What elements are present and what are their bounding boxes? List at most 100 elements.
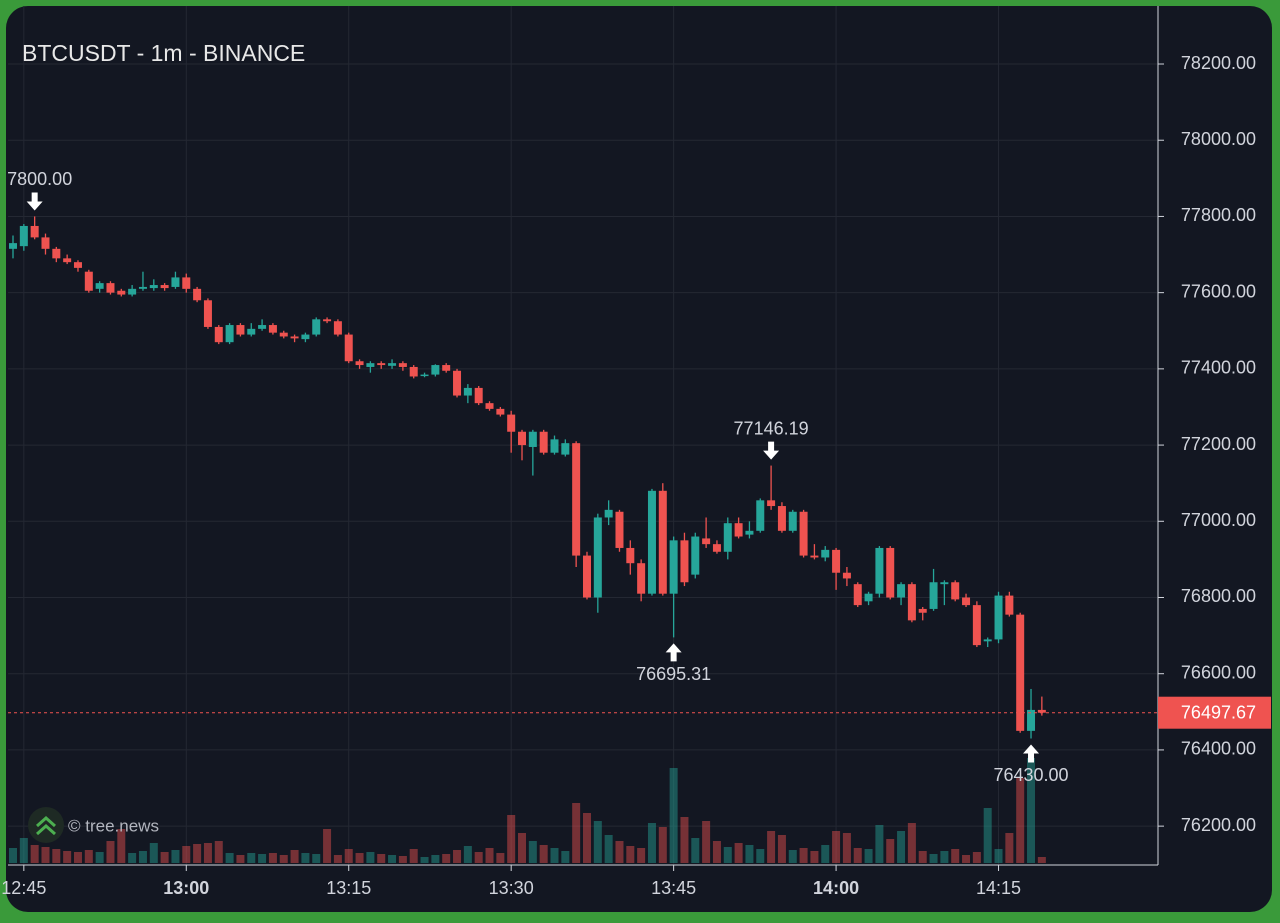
candle-body <box>680 540 689 583</box>
volume-bar <box>420 857 429 863</box>
high-label: 77146.19 <box>734 418 809 438</box>
volume-bar <box>723 847 732 863</box>
candle-body <box>63 258 72 263</box>
volume-bar <box>518 833 527 863</box>
candle-body <box>886 547 895 598</box>
candle-body <box>1037 709 1046 713</box>
volume-bar <box>333 855 342 863</box>
y-tick-label: 77600.00 <box>1181 281 1256 301</box>
volume-bar <box>550 848 559 863</box>
volume-bar <box>290 850 299 863</box>
volume-bar <box>268 853 277 863</box>
volume-bar <box>712 841 721 863</box>
volume-bar <box>799 848 808 863</box>
low-label: 76430.00 <box>993 765 1068 785</box>
candle-body <box>182 277 191 289</box>
candle-body <box>279 332 288 337</box>
candle-body <box>994 595 1003 640</box>
candle-body <box>518 431 527 446</box>
candle-body <box>723 523 732 552</box>
volume-bar <box>897 831 906 863</box>
volume-bar <box>853 848 862 863</box>
high-arrow <box>26 192 43 211</box>
volume-bar <box>658 827 667 863</box>
candle-body <box>702 538 711 545</box>
candle-body <box>777 506 786 531</box>
volume-bar <box>182 846 191 863</box>
volume-bar <box>106 841 115 863</box>
volume-bar <box>842 833 851 863</box>
volume-bar <box>366 852 375 863</box>
volume-bar <box>940 851 949 863</box>
y-tick-label: 76200.00 <box>1181 815 1256 835</box>
volume-bar <box>214 841 223 863</box>
candle-body <box>323 319 332 322</box>
y-tick-label: 77400.00 <box>1181 358 1256 378</box>
candle-body <box>842 572 851 579</box>
volume-bar <box>279 855 288 863</box>
candle-body <box>572 443 581 556</box>
candle-body <box>1016 614 1025 731</box>
candle-body <box>593 517 602 598</box>
y-tick-label: 76600.00 <box>1181 662 1256 682</box>
candle-body <box>41 237 50 249</box>
volume-bar <box>9 848 17 863</box>
volume-bar <box>994 849 1003 863</box>
volume-bar <box>247 853 256 863</box>
y-tick-label: 76800.00 <box>1181 586 1256 606</box>
volume-bar <box>30 845 39 863</box>
volume-bar <box>528 841 537 863</box>
candle-body <box>734 523 743 537</box>
y-tick-label: 78200.00 <box>1181 53 1256 73</box>
volume-bar <box>593 821 602 863</box>
volume-bar <box>225 853 234 863</box>
candle-body <box>864 593 873 602</box>
low-arrow <box>665 643 682 662</box>
candle-body <box>442 365 451 371</box>
volume-bar <box>918 851 927 863</box>
volume-bar <box>344 849 353 863</box>
volume-bar <box>258 854 267 863</box>
candle-body <box>918 608 927 613</box>
candle-body <box>712 544 721 552</box>
volume-bar <box>193 844 202 863</box>
volume-bar <box>474 852 483 863</box>
last-price-box <box>1158 696 1271 729</box>
candle-body <box>106 283 115 293</box>
volume-bar <box>777 835 786 863</box>
candle-body <box>853 584 862 606</box>
candle-body <box>409 366 418 377</box>
x-tick-label: 14:00 <box>813 878 859 898</box>
candle-body <box>398 363 407 367</box>
volume-bar <box>431 855 440 863</box>
candle-body <box>377 363 386 366</box>
candle-body <box>972 605 981 646</box>
candle-body <box>128 288 137 295</box>
x-tick-label: 13:00 <box>163 878 209 898</box>
candle-body <box>507 414 516 432</box>
candle-body <box>647 490 656 594</box>
candle-body <box>258 325 267 329</box>
volume-bar <box>951 849 960 863</box>
volume-bar <box>810 851 819 863</box>
volume-bar <box>117 829 126 863</box>
volume-bar <box>756 849 765 863</box>
candle-body <box>138 286 147 289</box>
low-arrow <box>1023 744 1040 763</box>
candle-body <box>626 547 635 564</box>
candle-body <box>95 283 104 289</box>
volume-bar <box>983 808 992 863</box>
candle-body <box>875 547 884 594</box>
watermark-icon <box>36 815 56 836</box>
volume-bar <box>1016 778 1025 863</box>
volume-bar <box>745 845 754 863</box>
candle-body <box>117 290 126 295</box>
volume-bar <box>907 823 916 863</box>
volume-bar <box>626 846 635 863</box>
candle-body <box>453 370 462 396</box>
volume-bar <box>637 848 646 863</box>
volume-bar <box>463 846 472 863</box>
candle-body <box>691 536 700 575</box>
candle-body <box>1027 709 1036 731</box>
candle-body <box>669 540 678 594</box>
